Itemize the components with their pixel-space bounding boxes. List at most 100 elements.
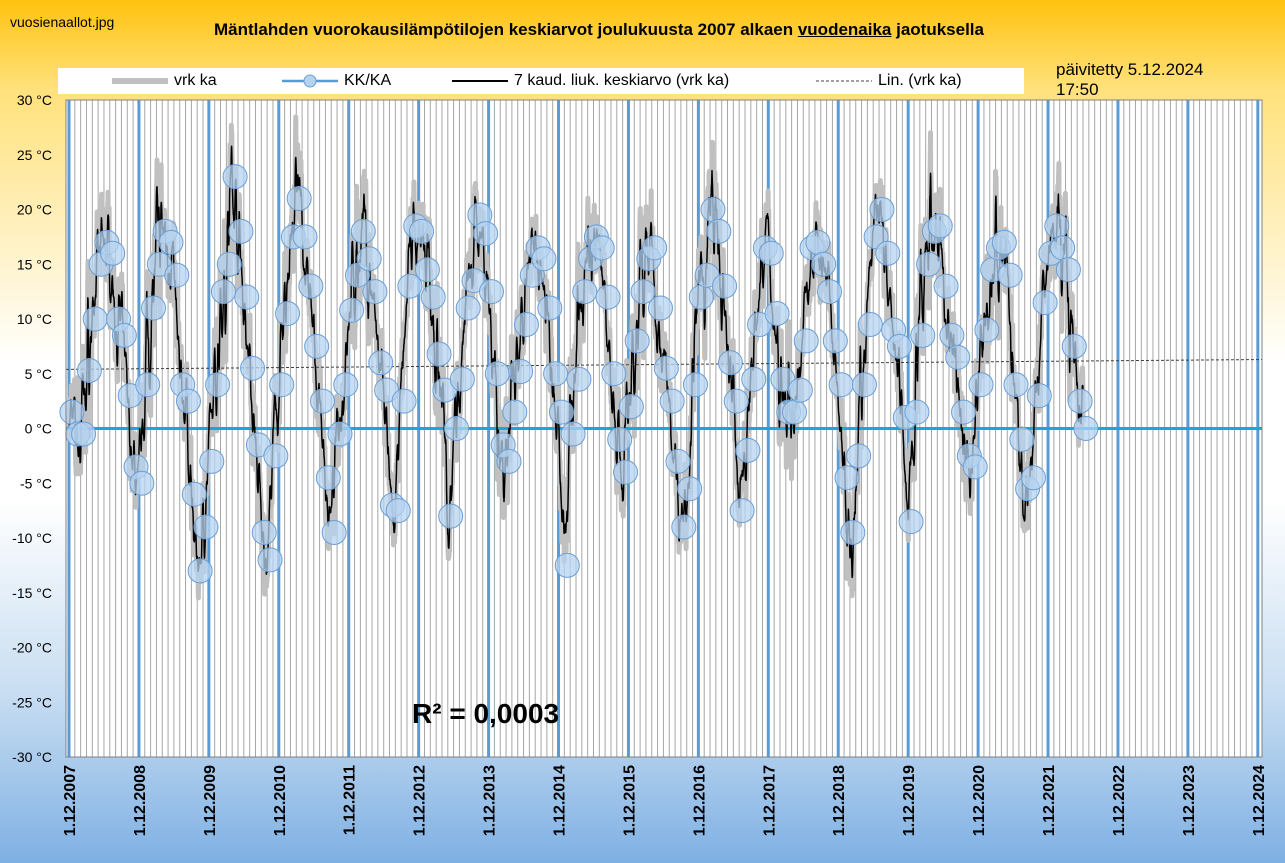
legend-swatch-monthly [282, 74, 338, 88]
x-tick-label: 1.12.2022 [1111, 765, 1128, 836]
monthly-mean-marker [455, 295, 481, 321]
monthly-mean-marker [735, 437, 761, 463]
monthly-mean-marker [537, 295, 563, 321]
monthly-mean-marker [100, 240, 126, 266]
monthly-mean-marker [741, 366, 767, 392]
r-squared-label: R² = 0,0003 [412, 698, 560, 729]
monthly-mean-marker [834, 465, 860, 491]
monthly-mean-marker [426, 341, 452, 367]
monthly-mean-marker [927, 213, 953, 239]
legend-swatch-trend [816, 80, 872, 82]
legend-item-monthly: KK/KA [280, 68, 391, 94]
monthly-mean-marker [787, 377, 813, 403]
x-tick-label: 1.12.2015 [621, 765, 638, 836]
monthly-mean-marker [688, 284, 714, 310]
monthly-mean-marker [420, 284, 446, 310]
monthly-mean-marker [385, 498, 411, 524]
monthly-mean-marker [333, 372, 359, 398]
monthly-mean-marker [508, 359, 534, 385]
monthly-mean-marker [1026, 383, 1052, 409]
monthly-mean-marker [968, 372, 994, 398]
x-tick-label: 1.12.2021 [1041, 765, 1058, 836]
monthly-mean-marker [409, 218, 435, 244]
y-tick-label: 20 °C [17, 202, 52, 218]
monthly-mean-marker [158, 229, 184, 255]
monthly-mean-marker [805, 229, 831, 255]
monthly-mean-marker [141, 295, 167, 321]
monthly-mean-marker [350, 218, 376, 244]
y-tick-label: -20 °C [12, 640, 52, 656]
y-tick-label: 15 °C [17, 256, 52, 272]
monthly-mean-marker [438, 503, 464, 529]
monthly-mean-marker [875, 240, 901, 266]
monthly-mean-marker [624, 328, 650, 354]
monthly-mean-marker [234, 284, 260, 310]
monthly-mean-marker [677, 476, 703, 502]
x-tick-label: 1.12.2019 [901, 765, 918, 836]
monthly-mean-marker [1032, 290, 1058, 316]
monthly-mean-marker [962, 454, 988, 480]
monthly-mean-marker [1003, 372, 1029, 398]
x-tick-label: 1.12.2017 [761, 765, 778, 836]
monthly-mean-marker [613, 459, 639, 485]
y-tick-label: -10 °C [12, 530, 52, 546]
updated-timestamp: päivitetty 5.12.2024 17:50 [1056, 60, 1266, 100]
monthly-mean-marker [263, 443, 289, 469]
x-tick-label: 1.12.2013 [482, 765, 499, 836]
x-tick-label: 1.12.2018 [831, 765, 848, 836]
monthly-mean-marker [1055, 257, 1081, 283]
monthly-mean-marker [554, 552, 580, 578]
monthly-mean-marker [129, 470, 155, 496]
monthly-mean-marker [275, 301, 301, 327]
monthly-mean-marker [543, 361, 569, 387]
monthly-mean-marker [216, 251, 242, 277]
legend-label-daily: vrk ka [174, 72, 217, 89]
updated-time: 17:50 [1056, 80, 1099, 99]
monthly-mean-marker [1044, 213, 1070, 239]
x-tick-label: 1.12.2007 [62, 765, 79, 836]
monthly-mean-marker [904, 399, 930, 425]
legend-label-trend: Lin. (vrk ka) [878, 72, 962, 89]
monthly-mean-marker [269, 372, 295, 398]
monthly-mean-marker [723, 388, 749, 414]
monthly-mean-marker [175, 388, 201, 414]
x-tick-label: 1.12.2023 [1181, 765, 1198, 836]
monthly-mean-marker [205, 372, 231, 398]
monthly-mean-marker [560, 421, 586, 447]
monthly-mean-marker [886, 333, 912, 359]
monthly-mean-marker [496, 448, 522, 474]
monthly-mean-marker [356, 246, 382, 272]
monthly-mean-marker [991, 229, 1017, 255]
monthly-mean-marker [828, 372, 854, 398]
monthly-mean-marker [368, 350, 394, 376]
monthly-mean-marker [531, 246, 557, 272]
monthly-mean-marker [548, 399, 574, 425]
monthly-mean-marker [607, 426, 633, 452]
monthly-mean-marker [315, 465, 341, 491]
monthly-mean-marker [449, 366, 475, 392]
file-label: vuosienaallot.jpg [10, 14, 115, 30]
monthly-mean-marker [111, 322, 137, 348]
monthly-mean-marker [391, 388, 417, 414]
title-suffix: jaotuksella [891, 20, 984, 39]
monthly-mean-marker [729, 498, 755, 524]
x-tick-label: 1.12.2014 [552, 765, 569, 836]
monthly-mean-marker [1009, 426, 1035, 452]
monthly-mean-marker [502, 399, 528, 425]
monthly-mean-marker [642, 235, 668, 261]
monthly-mean-marker [997, 262, 1023, 288]
x-tick-label: 1.12.2012 [412, 765, 429, 836]
monthly-mean-marker [59, 399, 85, 425]
monthly-mean-marker [479, 279, 505, 305]
x-tick-label: 1.12.2020 [971, 765, 988, 836]
monthly-mean-marker [811, 251, 837, 277]
monthly-mean-marker [76, 357, 102, 383]
monthly-mean-marker [817, 279, 843, 305]
updated-date: päivitetty 5.12.2024 [1056, 60, 1204, 79]
monthly-mean-marker [793, 328, 819, 354]
title-prefix: Mäntlahden vuorokausilämpötilojen keskia… [214, 20, 798, 39]
monthly-mean-marker [339, 297, 365, 323]
monthly-mean-marker [473, 221, 499, 247]
monthly-mean-marker [589, 235, 615, 261]
monthly-mean-marker [840, 520, 866, 546]
